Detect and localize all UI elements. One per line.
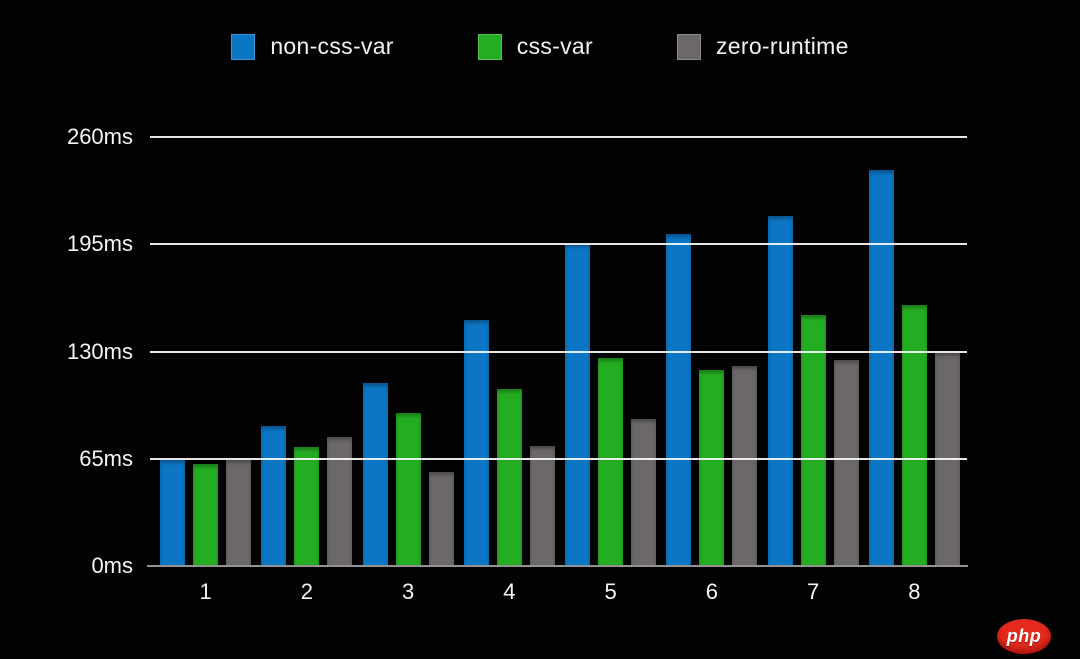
x-tick-label: 2 [300,579,313,604]
legend-label: non-css-var [270,33,394,59]
bar-non-css-var [767,216,793,566]
legend-swatch-css-var-icon [477,33,502,60]
bar-group-5: 5 [560,111,661,604]
y-tick-label: 65ms [79,445,133,471]
x-axis-line [147,565,968,567]
legend-item-non-css-var: non-css-var [231,33,393,60]
bar-zero-runtime [226,460,252,566]
bar-zero-runtime [934,353,960,566]
bar-group-8: 8 [864,111,965,604]
y-tick-label: 260ms [66,124,133,149]
legend-swatch-non-css-var-icon [231,33,256,60]
x-tick-label: 8 [908,579,921,604]
x-tick-label: 4 [503,579,516,604]
bar-css-var [395,412,421,566]
y-tick-label: 195ms [66,231,133,257]
bar-css-var [901,305,927,566]
bar-css-var [496,389,522,566]
y-tick-label: 0ms [91,553,133,578]
bar-group-3: 3 [358,111,459,604]
x-tick-label: 7 [807,579,820,604]
plot-area: 0ms 65ms 130ms 195ms 260ms 1 2 3 4 5 6 7 8 [67,111,968,604]
legend-label: zero-runtime [715,33,849,59]
legend-item-css-var: css-var [477,33,593,60]
bar-group-7: 7 [763,111,864,604]
php-watermark-logo: php [997,619,1051,654]
bar-non-css-var [666,234,692,566]
legend-label: css-var [516,33,593,59]
bar-groups: 1 2 3 4 5 6 7 8 [155,111,965,604]
chart-legend: non-css-var css-var zero-runtime [0,33,1080,60]
bar-group-2: 2 [256,111,357,604]
bar-zero-runtime [631,419,657,566]
bar-non-css-var [160,460,186,566]
x-tick-label: 6 [705,579,718,604]
x-tick-label: 3 [402,579,415,604]
bar-zero-runtime [428,471,454,566]
bar-css-var [193,463,219,566]
bar-non-css-var [565,244,591,566]
legend-item-zero-runtime: zero-runtime [676,33,849,60]
x-tick-label: 5 [604,579,617,604]
x-tick-label: 1 [199,579,212,604]
bar-css-var [294,447,320,566]
bar-css-var [598,358,624,566]
bar-group-1: 1 [155,111,256,604]
bar-zero-runtime [833,359,859,566]
bar-non-css-var [463,320,489,566]
bar-zero-runtime [327,437,353,566]
bar-non-css-var [868,170,894,566]
bar-zero-runtime [529,445,555,566]
php-watermark-label: php [1006,626,1042,646]
y-tick-label: 130ms [66,338,133,364]
bar-css-var [800,315,826,566]
bar-css-var [699,369,725,566]
bar-non-css-var [362,382,388,566]
legend-swatch-zero-runtime-icon [676,33,701,60]
bar-non-css-var [261,425,287,566]
bar-group-4: 4 [459,111,560,604]
bar-group-6: 6 [661,111,762,604]
bar-zero-runtime [732,366,758,566]
